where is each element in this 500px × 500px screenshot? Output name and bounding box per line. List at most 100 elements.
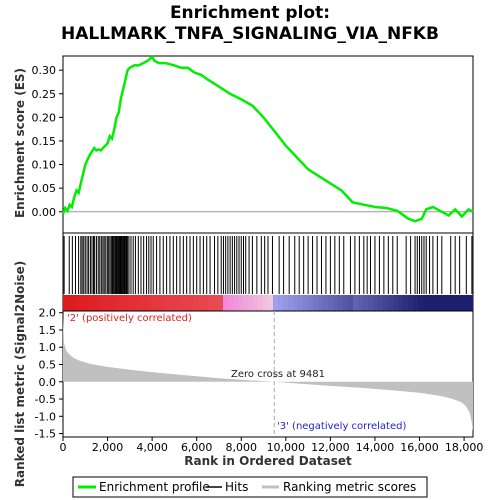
es-ytick-label: 0.30 bbox=[32, 64, 57, 77]
xtick-label: 16,000 bbox=[400, 441, 439, 454]
metric-ytick-label: 1.0 bbox=[39, 341, 57, 354]
heat-segment bbox=[233, 295, 239, 311]
es-ytick-label: 0.10 bbox=[32, 159, 57, 172]
heat-segment bbox=[358, 295, 364, 311]
heat-segment bbox=[438, 295, 444, 311]
metric-ytick-label: 2.0 bbox=[39, 307, 57, 320]
ranking-metric-area bbox=[63, 317, 473, 432]
heat-segment bbox=[248, 295, 254, 311]
hits-lines bbox=[63, 236, 473, 294]
heat-segment bbox=[93, 295, 99, 311]
legend-hits-label: Hits bbox=[225, 480, 248, 494]
heat-segment bbox=[298, 295, 304, 311]
heat-segment bbox=[458, 295, 464, 311]
ranking-heatmap-bar bbox=[63, 295, 474, 311]
heat-segment bbox=[333, 295, 339, 311]
x-axis: 0 2,000 4,000 6,000 8,000 10,000 12,000 14,000 1… bbox=[60, 437, 483, 454]
heat-segment bbox=[83, 295, 89, 311]
heat-segment bbox=[253, 295, 259, 311]
heat-segment bbox=[208, 295, 214, 311]
xtick-label: 6,000 bbox=[181, 441, 213, 454]
heat-segment bbox=[103, 295, 109, 311]
heat-segment bbox=[148, 295, 154, 311]
heat-segment bbox=[463, 295, 469, 311]
heat-segment bbox=[238, 295, 244, 311]
heat-segment bbox=[443, 295, 449, 311]
heat-segment bbox=[413, 295, 419, 311]
heat-segment bbox=[273, 295, 279, 311]
heat-segment bbox=[243, 295, 249, 311]
heat-segment bbox=[133, 295, 139, 311]
heat-segment bbox=[223, 295, 229, 311]
hits-panel bbox=[62, 232, 474, 312]
heat-segment bbox=[188, 295, 194, 311]
enrichment-profile-line bbox=[61, 54, 474, 223]
heat-segment bbox=[228, 295, 234, 311]
heat-segment bbox=[153, 295, 159, 311]
heat-segment bbox=[193, 295, 199, 311]
zero-cross-label: Zero cross at 9481 bbox=[231, 369, 325, 380]
heat-segment bbox=[353, 295, 359, 311]
heat-segment bbox=[123, 295, 129, 311]
heat-segment bbox=[168, 295, 174, 311]
xtick-label: 4,000 bbox=[136, 441, 168, 454]
heat-segment bbox=[218, 295, 224, 311]
xtick-label: 0 bbox=[60, 441, 67, 454]
legend-es-label: Enrichment profile bbox=[99, 480, 210, 494]
heat-segment bbox=[313, 295, 319, 311]
heat-segment bbox=[348, 295, 354, 311]
heat-segment bbox=[323, 295, 329, 311]
metric-ytick-label: -0.5 bbox=[35, 393, 56, 406]
heat-segment bbox=[68, 295, 74, 311]
heat-segment bbox=[173, 295, 179, 311]
es-ytick-label: 0.00 bbox=[32, 206, 57, 219]
heat-segment bbox=[368, 295, 374, 311]
metric-panel: 2.0 1.5 1.0 0.5 0.0 -0.5 -1.0 -1.5 Zero cross a… bbox=[13, 261, 483, 488]
xtick-label: 2,000 bbox=[92, 441, 124, 454]
heat-segment bbox=[258, 295, 264, 311]
heat-segment bbox=[343, 295, 349, 311]
heat-segment bbox=[293, 295, 299, 311]
metric-ytick-label: -1.0 bbox=[35, 410, 56, 423]
metric-ylabel: Ranked list metric (Signal2Noise) bbox=[13, 261, 27, 488]
heat-segment bbox=[198, 295, 204, 311]
es-ytick-label: 0.25 bbox=[32, 88, 57, 101]
heat-segment bbox=[453, 295, 459, 311]
heat-segment bbox=[138, 295, 144, 311]
heat-segment bbox=[178, 295, 184, 311]
xtick-label: 8,000 bbox=[226, 441, 258, 454]
positive-correlation-label: '2' (positively correlated) bbox=[67, 313, 192, 324]
heat-segment bbox=[423, 295, 429, 311]
heat-segment bbox=[268, 295, 274, 311]
es-ytick-label: 0.05 bbox=[32, 182, 57, 195]
xtick-label: 12,000 bbox=[311, 441, 350, 454]
heat-segment bbox=[328, 295, 334, 311]
metric-ytick-label: 1.5 bbox=[39, 324, 57, 337]
heat-segment bbox=[63, 295, 69, 311]
heat-segment bbox=[403, 295, 409, 311]
heat-segment bbox=[388, 295, 394, 311]
metric-ytick-label: -1.5 bbox=[35, 428, 56, 441]
heat-segment bbox=[88, 295, 94, 311]
heat-segment bbox=[98, 295, 104, 311]
legend-metric-label: Ranking metric scores bbox=[283, 480, 416, 494]
legend-box bbox=[72, 476, 428, 498]
es-ytick-label: 0.15 bbox=[32, 135, 57, 148]
xtick-label: 10,000 bbox=[267, 441, 306, 454]
heat-segment bbox=[183, 295, 189, 311]
heat-segment bbox=[143, 295, 149, 311]
heat-segment bbox=[468, 295, 474, 311]
heat-segment bbox=[278, 295, 284, 311]
heat-segment bbox=[263, 295, 269, 311]
heat-segment bbox=[373, 295, 379, 311]
metric-ytick-label: 0.5 bbox=[39, 359, 57, 372]
heat-segment bbox=[338, 295, 344, 311]
heat-segment bbox=[163, 295, 169, 311]
heat-segment bbox=[78, 295, 84, 311]
heat-segment bbox=[448, 295, 454, 311]
es-yaxis: 0.00 0.05 0.10 0.15 0.20 0.25 0.30 bbox=[32, 64, 63, 219]
heat-segment bbox=[383, 295, 389, 311]
heat-segment bbox=[158, 295, 164, 311]
heat-segment bbox=[118, 295, 124, 311]
